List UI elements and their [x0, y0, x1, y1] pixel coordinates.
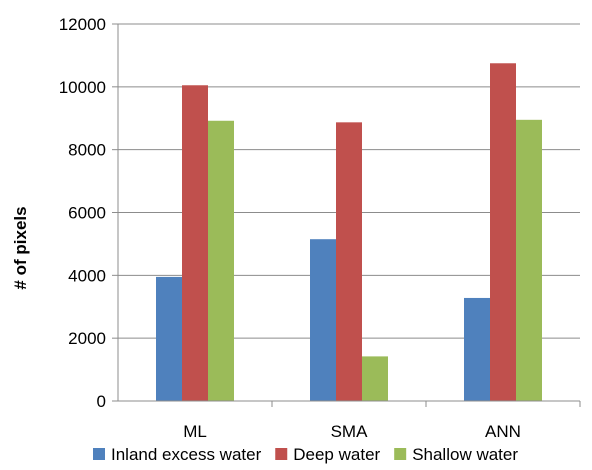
x-tick-labels: ML SMA ANN [183, 422, 521, 441]
bar-shallow-water-ann [516, 119, 542, 401]
y-axis-title: # of pixels [11, 206, 30, 289]
legend-label: Inland excess water [111, 445, 262, 464]
x-tick-label: ANN [485, 422, 521, 441]
y-tick-label: 6000 [68, 204, 106, 223]
y-tick-label: 2000 [68, 329, 106, 348]
legend-swatch [93, 448, 105, 460]
bar-deep-water-sma [336, 122, 362, 401]
legend: Inland excess water Deep water Shallow wat… [93, 445, 518, 464]
y-tick-label: 10000 [59, 78, 106, 97]
bar-deep-water-ann [490, 63, 516, 401]
axes [117, 24, 580, 402]
y-tick-label: 8000 [68, 141, 106, 160]
legend-label: Deep water [293, 445, 380, 464]
x-tick-label: ML [183, 422, 207, 441]
legend-swatch [275, 448, 288, 460]
bar-inland-excess-water-ml [156, 276, 182, 401]
bars [156, 63, 542, 401]
legend-label: Shallow water [412, 445, 518, 464]
y-tick-label: 12000 [59, 15, 106, 34]
legend-swatch [394, 448, 407, 460]
y-tick-labels: 0 2000 4000 6000 8000 10000 12000 [59, 15, 106, 411]
bar-shallow-water-sma [362, 356, 388, 401]
x-tick-label: SMA [331, 422, 369, 441]
bar-deep-water-ml [182, 85, 208, 401]
y-tick-label: 0 [97, 392, 106, 411]
bar-shallow-water-ml [208, 120, 234, 401]
bar-inland-excess-water-ann [464, 297, 490, 401]
bar-inland-excess-water-sma [310, 239, 336, 401]
y-tick-label: 4000 [68, 266, 106, 285]
